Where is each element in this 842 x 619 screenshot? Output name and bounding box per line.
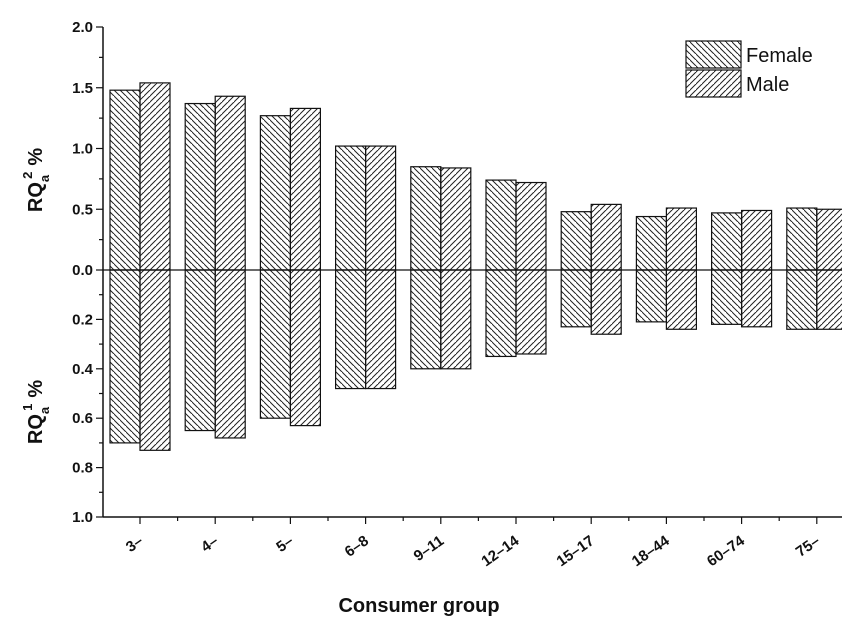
bar-lower-male — [365, 269, 397, 390]
legend-swatch-male — [685, 69, 742, 98]
bar-upper-female — [184, 102, 216, 271]
bar-lower-male — [440, 269, 472, 370]
category-label: 15–17 — [554, 532, 598, 570]
category-label: 5– — [273, 532, 296, 555]
legend: Female Male — [685, 40, 813, 98]
legend-label-male: Male — [746, 74, 789, 96]
y-upper-main: RQ — [25, 182, 47, 212]
bar-upper-male — [590, 203, 622, 271]
y-tick-label-lower: 0.4 — [72, 361, 94, 378]
y-tick-label-upper: 0.5 — [72, 201, 93, 218]
bar-lower-female — [485, 269, 517, 358]
bar-lower-female — [560, 269, 592, 328]
bar-upper-female — [259, 115, 291, 271]
y-upper-sup: 2 — [20, 172, 35, 179]
bar-lower-female — [786, 269, 818, 330]
bar-upper-male — [365, 145, 397, 271]
y-lower-unit: % — [25, 380, 47, 398]
category-label: 60–74 — [704, 532, 748, 570]
y-tick-label-upper: 1.5 — [72, 80, 93, 97]
bar-lower-male — [289, 269, 321, 427]
bar-upper-female — [635, 215, 668, 271]
bar-upper-female — [786, 207, 818, 271]
y-tick-label-upper: 2.0 — [72, 19, 93, 36]
bar-lower-male — [214, 269, 246, 439]
category-label: 9–11 — [411, 532, 447, 565]
y-axis-title-upper: RQa2% — [20, 148, 52, 212]
bar-lower-female — [109, 269, 141, 444]
legend-swatch-female — [685, 40, 742, 69]
bar-upper-male — [440, 167, 472, 271]
bar-upper-female — [710, 212, 743, 271]
bar-upper-female — [485, 179, 517, 271]
axes-group — [96, 26, 842, 524]
bar-lower-male — [515, 269, 547, 355]
bar-upper-male — [665, 207, 698, 271]
category-label: 4– — [198, 532, 221, 555]
y-lower-main: RQ — [25, 414, 47, 444]
category-label: 12–14 — [478, 532, 522, 570]
y-tick-label-lower: 1.0 — [72, 509, 93, 526]
bar-lower-male — [740, 269, 773, 328]
bar-upper-female — [410, 166, 442, 271]
category-label: 3– — [123, 532, 146, 555]
bars-group — [109, 82, 842, 451]
bar-lower-female — [410, 269, 442, 370]
y-tick-label-lower: 0.8 — [72, 460, 93, 477]
y-tick-label-upper: 1.0 — [72, 141, 93, 158]
bar-upper-male — [289, 107, 321, 271]
bar-upper-female — [335, 145, 367, 271]
bar-upper-female — [560, 211, 592, 271]
category-label: 18–44 — [629, 532, 673, 570]
category-label: 6–8 — [342, 532, 372, 560]
y-upper-unit: % — [25, 148, 47, 166]
y-tick-label-upper: 0.0 — [72, 262, 93, 279]
y-tick-label-lower: 0.2 — [72, 311, 93, 328]
y-lower-sup: 1 — [20, 404, 35, 411]
bar-lower-female — [259, 269, 291, 419]
bar-lower-male — [816, 269, 842, 330]
y-tick-label-lower: 0.6 — [72, 410, 93, 427]
y-lower-sub: a — [37, 406, 52, 414]
bar-upper-male — [515, 181, 547, 271]
bar-lower-male — [139, 269, 171, 451]
bar-upper-male — [139, 82, 171, 271]
bar-lower-female — [710, 269, 743, 325]
category-label: 75– — [793, 532, 823, 560]
tick-labels-group: 0.0 0.5 1.0 1.5 2.0 0.2 0.4 0.6 0.8 1.0 — [72, 19, 94, 526]
bar-lower-female — [184, 269, 216, 432]
bar-upper-male — [816, 208, 842, 271]
bar-upper-male — [740, 209, 773, 271]
bar-upper-male — [214, 95, 246, 271]
bar-upper-female — [109, 89, 141, 271]
legend-label-female: Female — [746, 45, 813, 67]
bar-lower-female — [635, 269, 668, 323]
bar-lower-male — [665, 269, 698, 330]
y-axis-title-lower: RQa1% — [20, 380, 52, 444]
bar-lower-female — [335, 269, 367, 390]
bar-lower-male — [590, 269, 622, 335]
x-axis-title: Consumer group — [338, 595, 499, 617]
y-upper-sub: a — [37, 174, 52, 182]
category-labels-group: 3– 4– 5– 6–8 9–11 12–14 15–17 18–44 60–74 75– — [123, 532, 823, 570]
